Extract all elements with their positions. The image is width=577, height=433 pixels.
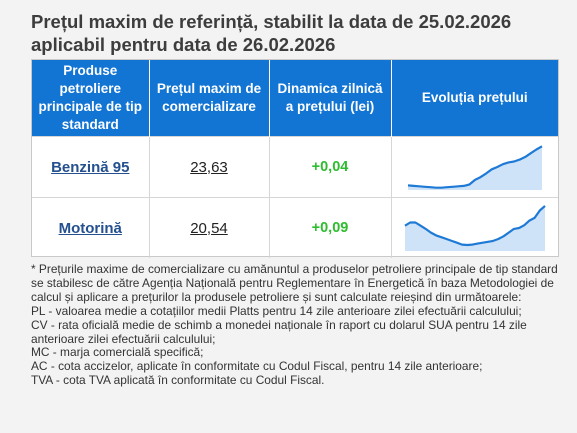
price-cell: 23,63 (149, 136, 270, 198)
sparkline-benzina-95 (407, 145, 543, 190)
price-table: Produse petroliere principale de tip sta… (32, 60, 558, 258)
header-price: Prețul maxim de comercializare (149, 60, 270, 137)
footnotes: * Prețurile maxime de comercializare cu … (31, 262, 566, 388)
header-product: Produse petroliere principale de tip sta… (32, 60, 150, 137)
header-change: Dinamica zilnică a prețului (lei) (269, 60, 392, 137)
table-header-row: Produse petroliere principale de tip sta… (32, 60, 558, 137)
footnote-intro: * Prețurile maxime de comercializare cu … (31, 262, 558, 304)
product-cell: Benzină 95 (32, 136, 150, 198)
footnote-tva: TVA - cota TVA aplicată în conformitate … (31, 373, 325, 388)
page-title: Prețul maxim de referință, stabilit la d… (31, 10, 561, 56)
title-line-2: aplicabil pentru data de 26.02.2026 (31, 34, 336, 55)
change-cell: +0,09 (269, 197, 392, 258)
table-row: Motorină 20,54 +0,09 (32, 197, 558, 258)
table-row: Benzină 95 23,63 +0,04 (32, 136, 558, 198)
sparkline-line (407, 145, 543, 189)
change-value-benzina-95: +0,04 (311, 159, 349, 175)
change-cell: +0,04 (269, 136, 392, 198)
sparkline-area (407, 146, 542, 190)
footnote-ac: AC - cota accizelor, aplicate în conform… (31, 359, 483, 374)
price-link-motorina[interactable]: 20,54 (190, 219, 228, 237)
footnote-mc: MC - marja comercială specifică; (31, 345, 204, 360)
evolution-cell (391, 197, 558, 258)
sparkline-motorina (404, 205, 546, 251)
evolution-cell (391, 136, 558, 198)
header-evolution: Evoluția prețului (391, 60, 558, 137)
product-link-motorina[interactable]: Motorină (58, 219, 122, 237)
footnote-cv: CV - rata oficială medie de schimb a mon… (31, 317, 527, 346)
title-line-1: Prețul maxim de referință, stabilit la d… (31, 11, 512, 32)
footnote-pl: PL - valoarea medie a cotațiilor medii P… (31, 303, 522, 318)
price-cell: 20,54 (149, 197, 270, 258)
sparkline-area (404, 205, 545, 251)
product-cell: Motorină (32, 197, 150, 258)
product-link-benzina-95[interactable]: Benzină 95 (51, 158, 130, 176)
price-table-container: Produse petroliere principale de tip sta… (31, 59, 559, 258)
change-value-motorina: +0,09 (311, 220, 349, 236)
price-link-benzina-95[interactable]: 23,63 (190, 158, 228, 176)
sparkline-line (404, 205, 546, 247)
